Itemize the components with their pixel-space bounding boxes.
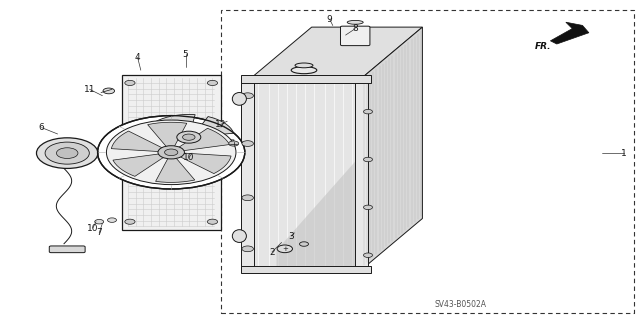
Polygon shape <box>156 157 195 182</box>
Ellipse shape <box>232 230 246 242</box>
Circle shape <box>98 116 245 189</box>
Circle shape <box>242 93 253 99</box>
Circle shape <box>364 205 372 210</box>
Polygon shape <box>362 27 422 270</box>
FancyBboxPatch shape <box>340 26 370 46</box>
Ellipse shape <box>295 63 313 68</box>
Polygon shape <box>550 22 589 44</box>
Ellipse shape <box>232 93 246 105</box>
Text: 1: 1 <box>621 149 627 158</box>
Circle shape <box>95 219 104 224</box>
Bar <box>241 266 371 273</box>
Text: 6: 6 <box>39 123 44 132</box>
Bar <box>241 78 254 270</box>
Polygon shape <box>157 140 198 160</box>
Circle shape <box>277 245 292 253</box>
Circle shape <box>164 149 178 156</box>
Text: 2: 2 <box>269 248 275 256</box>
Circle shape <box>228 141 239 146</box>
Circle shape <box>242 195 253 201</box>
Bar <box>355 78 368 270</box>
Polygon shape <box>251 78 362 270</box>
Text: 3: 3 <box>289 232 294 241</box>
Circle shape <box>158 146 184 159</box>
Polygon shape <box>143 127 181 148</box>
Circle shape <box>125 219 135 224</box>
Text: +: + <box>282 246 288 252</box>
Circle shape <box>182 134 195 140</box>
Circle shape <box>242 141 253 146</box>
Text: 11: 11 <box>84 85 95 94</box>
Text: SV43-B0502A: SV43-B0502A <box>435 300 487 309</box>
Circle shape <box>364 157 372 162</box>
Circle shape <box>103 88 115 94</box>
Circle shape <box>125 80 135 85</box>
Polygon shape <box>195 116 234 137</box>
Polygon shape <box>111 131 163 152</box>
Polygon shape <box>251 27 422 78</box>
Circle shape <box>207 219 218 224</box>
Text: 7: 7 <box>97 228 102 237</box>
Polygon shape <box>148 122 187 147</box>
Circle shape <box>242 246 253 252</box>
Text: FR.: FR. <box>534 42 551 51</box>
Text: 8: 8 <box>353 24 358 33</box>
Polygon shape <box>193 139 234 157</box>
Circle shape <box>36 138 98 168</box>
Circle shape <box>106 120 236 185</box>
Bar <box>122 75 221 230</box>
Text: 9: 9 <box>327 15 332 24</box>
Text: 10: 10 <box>183 153 195 162</box>
Polygon shape <box>156 115 195 133</box>
Circle shape <box>207 80 218 85</box>
Circle shape <box>364 109 372 114</box>
Circle shape <box>108 218 116 222</box>
Text: 10: 10 <box>87 224 99 233</box>
FancyBboxPatch shape <box>49 246 85 253</box>
Circle shape <box>45 142 90 164</box>
Bar <box>241 75 371 83</box>
Text: 5: 5 <box>183 50 188 59</box>
Ellipse shape <box>291 67 317 74</box>
Polygon shape <box>179 153 231 174</box>
Polygon shape <box>276 158 358 266</box>
Circle shape <box>364 253 372 257</box>
Ellipse shape <box>348 20 364 24</box>
Circle shape <box>300 242 308 246</box>
Text: 4: 4 <box>135 53 140 62</box>
Polygon shape <box>178 128 230 151</box>
Circle shape <box>177 131 201 143</box>
Text: 12: 12 <box>215 120 227 129</box>
Polygon shape <box>113 154 164 176</box>
Circle shape <box>56 148 78 159</box>
Bar <box>221 10 634 313</box>
